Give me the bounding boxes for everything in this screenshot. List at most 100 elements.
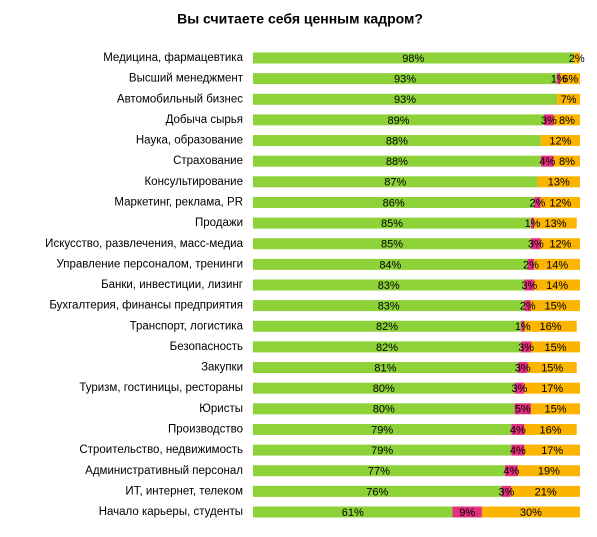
bar-segment	[560, 73, 580, 85]
value-label: 13%	[548, 177, 570, 189]
value-label: 14%	[546, 280, 568, 292]
chart-title: Вы считаете себя ценным кадром?	[177, 11, 423, 27]
bar-segment	[553, 114, 580, 126]
value-label: 1%	[525, 218, 541, 230]
value-label: 15%	[544, 301, 566, 313]
value-label: 1%	[551, 74, 567, 86]
bar-segment	[524, 279, 535, 291]
value-label: 2%	[569, 53, 585, 65]
value-label: 87%	[384, 177, 406, 189]
bar-segment	[534, 196, 541, 208]
value-label: 84%	[379, 259, 401, 271]
value-label: 12%	[549, 135, 571, 147]
value-label: 8%	[559, 115, 575, 127]
bar-segment	[537, 176, 580, 188]
value-label: 98%	[402, 53, 424, 65]
category-label: Закупки	[201, 362, 243, 374]
category-label: Строительство, недвижимость	[79, 444, 243, 456]
value-label: 86%	[383, 197, 405, 209]
bar-segment	[514, 403, 531, 415]
category-label: Высший менеджмент	[129, 73, 244, 85]
value-label: 13%	[544, 218, 566, 230]
bar-segment	[524, 382, 580, 394]
value-label: 4%	[510, 424, 526, 436]
value-label: 81%	[374, 362, 396, 374]
bar-segment	[253, 135, 541, 147]
bar-segment	[253, 52, 574, 64]
value-label: 17%	[541, 445, 563, 457]
value-label: 85%	[381, 218, 403, 230]
value-label: 15%	[541, 362, 563, 374]
value-label: 6%	[562, 74, 578, 86]
value-label: 93%	[394, 94, 416, 106]
value-label: 3%	[512, 383, 528, 395]
category-label: Наука, образование	[136, 135, 243, 147]
category-label: Юристы	[199, 403, 243, 415]
value-label: 12%	[549, 197, 571, 209]
category-label: Банки, инвестиции, лизинг	[101, 279, 243, 291]
value-label: 82%	[376, 321, 398, 333]
value-label: 16%	[540, 424, 562, 436]
bar-segment	[253, 485, 502, 497]
bar-segment	[553, 155, 580, 167]
bar-segment	[517, 465, 580, 477]
category-label: Производство	[168, 423, 243, 435]
value-label: 21%	[535, 486, 557, 498]
value-label: 15%	[544, 342, 566, 354]
category-label: Страхование	[173, 155, 243, 167]
bar-segment	[511, 444, 525, 456]
category-label: Консультирование	[144, 176, 243, 188]
bar-segment	[253, 341, 522, 353]
value-label: 79%	[371, 424, 393, 436]
value-label: 89%	[387, 115, 409, 127]
bar-segment	[530, 341, 580, 353]
value-label: 17%	[541, 383, 563, 395]
category-label: Административный персонал	[85, 465, 243, 477]
value-label: 93%	[394, 74, 416, 86]
bar-segment	[524, 320, 577, 332]
value-label: 83%	[378, 280, 400, 292]
value-label: 82%	[376, 342, 398, 354]
category-label: Добыча сырья	[166, 114, 243, 126]
value-label: 76%	[366, 486, 388, 498]
value-label: 88%	[386, 156, 408, 168]
bar-segment	[517, 362, 528, 374]
bar-segment	[540, 155, 554, 167]
bar-segment	[253, 506, 453, 518]
bar-segment	[530, 403, 580, 415]
value-label: 80%	[373, 404, 395, 416]
bar-segment	[534, 258, 580, 270]
value-label: 12%	[549, 239, 571, 251]
value-label: 85%	[381, 239, 403, 251]
value-label: 14%	[546, 259, 568, 271]
bar-segment	[253, 196, 535, 208]
bar-segment	[573, 52, 580, 64]
category-label: Продажи	[195, 217, 243, 229]
bar-segment	[524, 444, 580, 456]
category-label: ИТ, интернет, телеком	[125, 485, 243, 497]
bar-segment	[253, 93, 558, 105]
category-label: Транспорт, логистика	[130, 320, 244, 332]
value-label: 3%	[528, 239, 544, 251]
bar-segment	[530, 238, 541, 250]
value-label: 79%	[371, 445, 393, 457]
value-label: 3%	[498, 486, 514, 498]
value-label: 16%	[540, 321, 562, 333]
bar-segment	[557, 93, 580, 105]
bar-segment	[511, 485, 580, 497]
category-label: Туризм, гостиницы, рестораны	[79, 382, 243, 394]
bar-segment	[540, 196, 580, 208]
bar-segment	[534, 279, 580, 291]
value-label: 77%	[368, 466, 390, 478]
bar-segment	[253, 176, 538, 188]
bar-segment	[253, 320, 522, 332]
value-label: 2%	[523, 259, 539, 271]
value-label: 80%	[373, 383, 395, 395]
bar-segment	[527, 258, 535, 270]
bar-segment	[253, 73, 558, 85]
value-label: 88%	[386, 135, 408, 147]
bar-segment	[253, 258, 528, 270]
bar-segment	[253, 238, 531, 250]
value-label: 2%	[520, 301, 536, 313]
bar-segment	[540, 135, 580, 147]
